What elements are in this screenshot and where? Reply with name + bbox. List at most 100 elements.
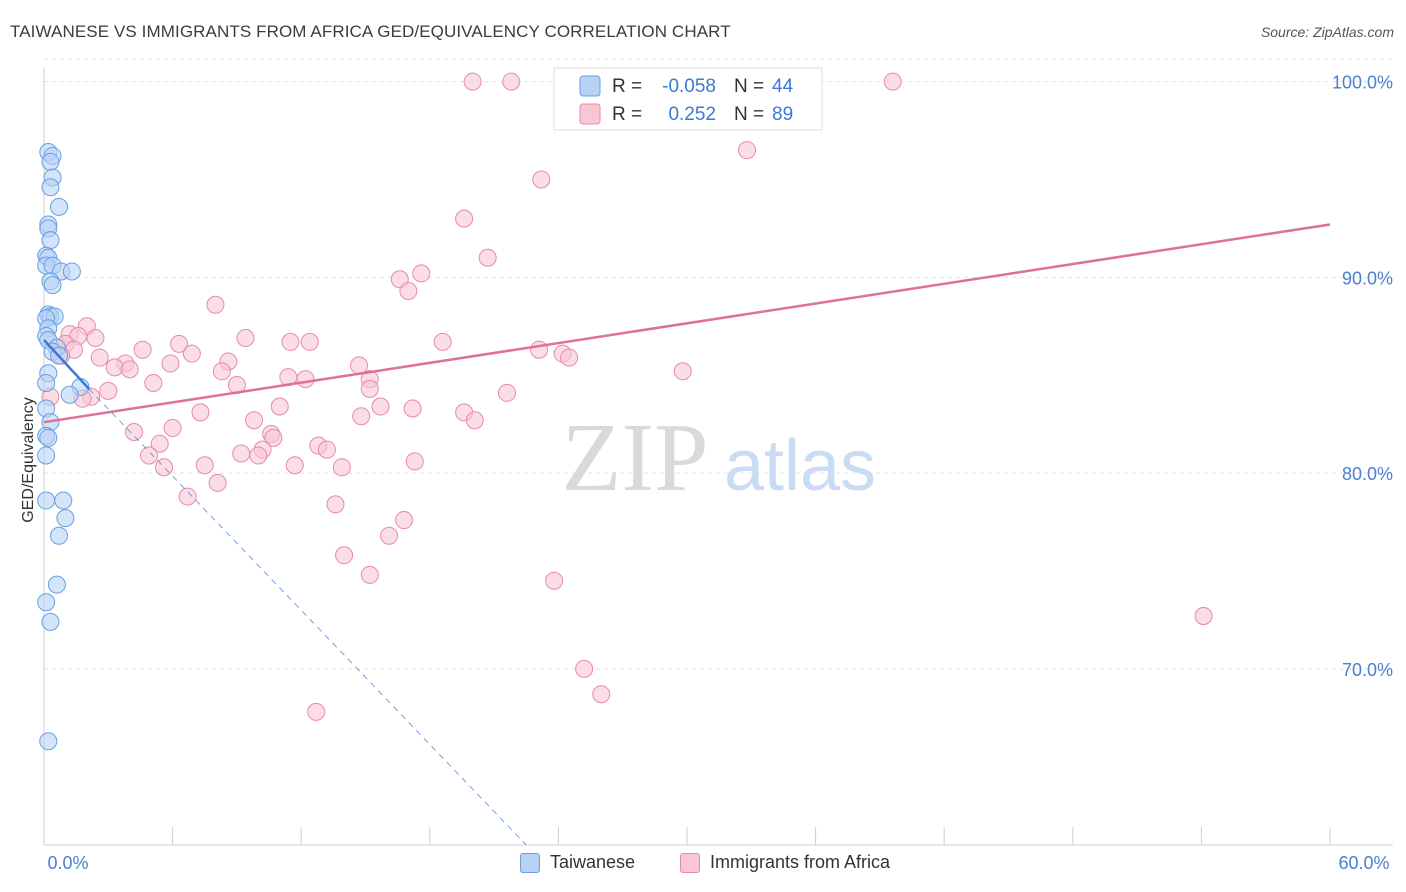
africa-point-79: [178, 487, 197, 506]
x-tick-labels: 0.0% 60.0%: [47, 853, 1389, 873]
africa-point-40: [105, 358, 124, 377]
legend-label-africa: Immigrants from Africa: [710, 852, 891, 872]
taiwanese-point-36: [54, 491, 73, 510]
africa-point-12: [412, 264, 431, 283]
y-tick-label-80: 80.0%: [1342, 464, 1393, 484]
africa-point-14: [399, 282, 418, 301]
africa-point-42: [212, 362, 231, 381]
legend-n-value-1: 44: [772, 76, 794, 97]
africa-point-83: [335, 546, 354, 565]
africa-point-54: [371, 397, 390, 416]
africa-point-48: [360, 379, 379, 398]
legend-swatch-taiwanese: [520, 852, 540, 873]
legend-n-label-2: N =: [734, 104, 764, 125]
taiwanese-point-43: [39, 732, 58, 751]
taiwanese-point-39: [50, 526, 69, 545]
africa-trend-line: [43, 223, 1331, 424]
africa-swatch: [579, 103, 601, 125]
africa-point-24: [433, 332, 452, 351]
africa-point-55: [403, 399, 422, 418]
africa-point-0: [463, 72, 482, 91]
taiwanese-point-41: [37, 593, 56, 612]
chart-title: TAIWANESE VS IMMIGRANTS FROM AFRICA GED/…: [10, 22, 731, 41]
africa-point-31: [182, 344, 201, 363]
africa-point-73: [195, 456, 214, 475]
africa-point-58: [191, 403, 210, 422]
africa-point-75: [332, 458, 351, 477]
africa-point-49: [497, 383, 516, 402]
africa-point-8: [738, 141, 757, 160]
africa-point-82: [380, 526, 399, 545]
africa-point-61: [245, 411, 264, 430]
taiwanese-point-40: [47, 575, 66, 594]
africa-point-11: [478, 248, 497, 267]
africa-point-70: [232, 444, 251, 463]
trend-lines: [43, 223, 1331, 846]
africa-point-50: [99, 381, 118, 400]
africa-point-19: [86, 329, 105, 348]
africa-point-10: [455, 209, 474, 228]
africa-point-21: [281, 332, 300, 351]
watermark: ZIP atlas: [562, 404, 877, 512]
taiwanese-point-5: [50, 197, 69, 216]
y-tick-label-100: 100.0%: [1332, 73, 1393, 93]
africa-point-85: [545, 571, 564, 590]
africa-point-36: [161, 354, 180, 373]
y-tick-label-90: 90.0%: [1342, 268, 1393, 288]
grid-lines: [44, 58, 1394, 670]
africa-point-1: [502, 72, 521, 91]
africa-point-66: [150, 434, 169, 453]
legend-item-africa: Immigrants from Africa: [680, 852, 890, 873]
taiwanese-point-30: [60, 385, 79, 404]
africa-point-69: [317, 440, 336, 459]
africa-point-62: [163, 419, 182, 438]
taiwanese-point-14: [62, 262, 81, 281]
legend-r-label-2: R =: [612, 104, 642, 125]
africa-point-28: [530, 340, 549, 359]
africa-point-60: [465, 411, 484, 430]
africa-point-34: [90, 348, 109, 367]
stats-legend: R = -0.058 N = 44 R = 0.252 N = 89: [553, 67, 823, 131]
africa-point-38: [350, 356, 369, 375]
watermark-zip: ZIP: [562, 404, 709, 512]
africa-point-76: [405, 452, 424, 471]
taiwanese-point-16: [43, 276, 62, 295]
taiwanese-points: [37, 143, 90, 751]
africa-point-63: [125, 422, 144, 441]
africa-point-78: [208, 473, 227, 492]
taiwanese-swatch: [579, 75, 601, 97]
taiwanese-point-35: [37, 446, 56, 465]
taiwanese-point-34: [39, 428, 58, 447]
africa-point-39: [673, 362, 692, 381]
africa-point-22: [300, 332, 319, 351]
africa-point-89: [307, 702, 326, 721]
taiwanese-point-28: [37, 374, 56, 393]
legend-n-value-2: 89: [772, 104, 793, 125]
africa-point-44: [296, 370, 315, 389]
source-label: Source: ZipAtlas.com: [1260, 24, 1394, 40]
legend-swatch-africa: [680, 852, 700, 873]
africa-point-30: [133, 340, 152, 359]
taiwanese-point-8: [41, 231, 60, 250]
y-tick-label-70: 70.0%: [1342, 660, 1393, 680]
legend-label-taiwanese: Taiwanese: [550, 852, 636, 872]
africa-point-72: [140, 446, 159, 465]
y-tick-labels: 70.0% 80.0% 90.0% 100.0%: [1332, 73, 1393, 680]
africa-point-23: [170, 334, 189, 353]
africa-point-86: [1194, 606, 1213, 625]
africa-point-33: [560, 348, 579, 367]
axes: [43, 68, 1393, 846]
africa-point-41: [120, 360, 139, 379]
x-tick-label-max: 60.0%: [1338, 853, 1389, 873]
africa-point-7: [883, 72, 902, 91]
taiwanese-point-4: [41, 178, 60, 197]
africa-point-15: [206, 295, 225, 314]
legend-n-label-1: N =: [734, 76, 764, 97]
taiwanese-trend-line: [43, 339, 90, 390]
africa-point-71: [249, 446, 268, 465]
africa-point-56: [270, 397, 289, 416]
africa-point-74: [285, 456, 304, 475]
taiwanese-point-2: [41, 152, 60, 171]
africa-point-84: [360, 565, 379, 584]
taiwanese-point-38: [56, 509, 75, 528]
